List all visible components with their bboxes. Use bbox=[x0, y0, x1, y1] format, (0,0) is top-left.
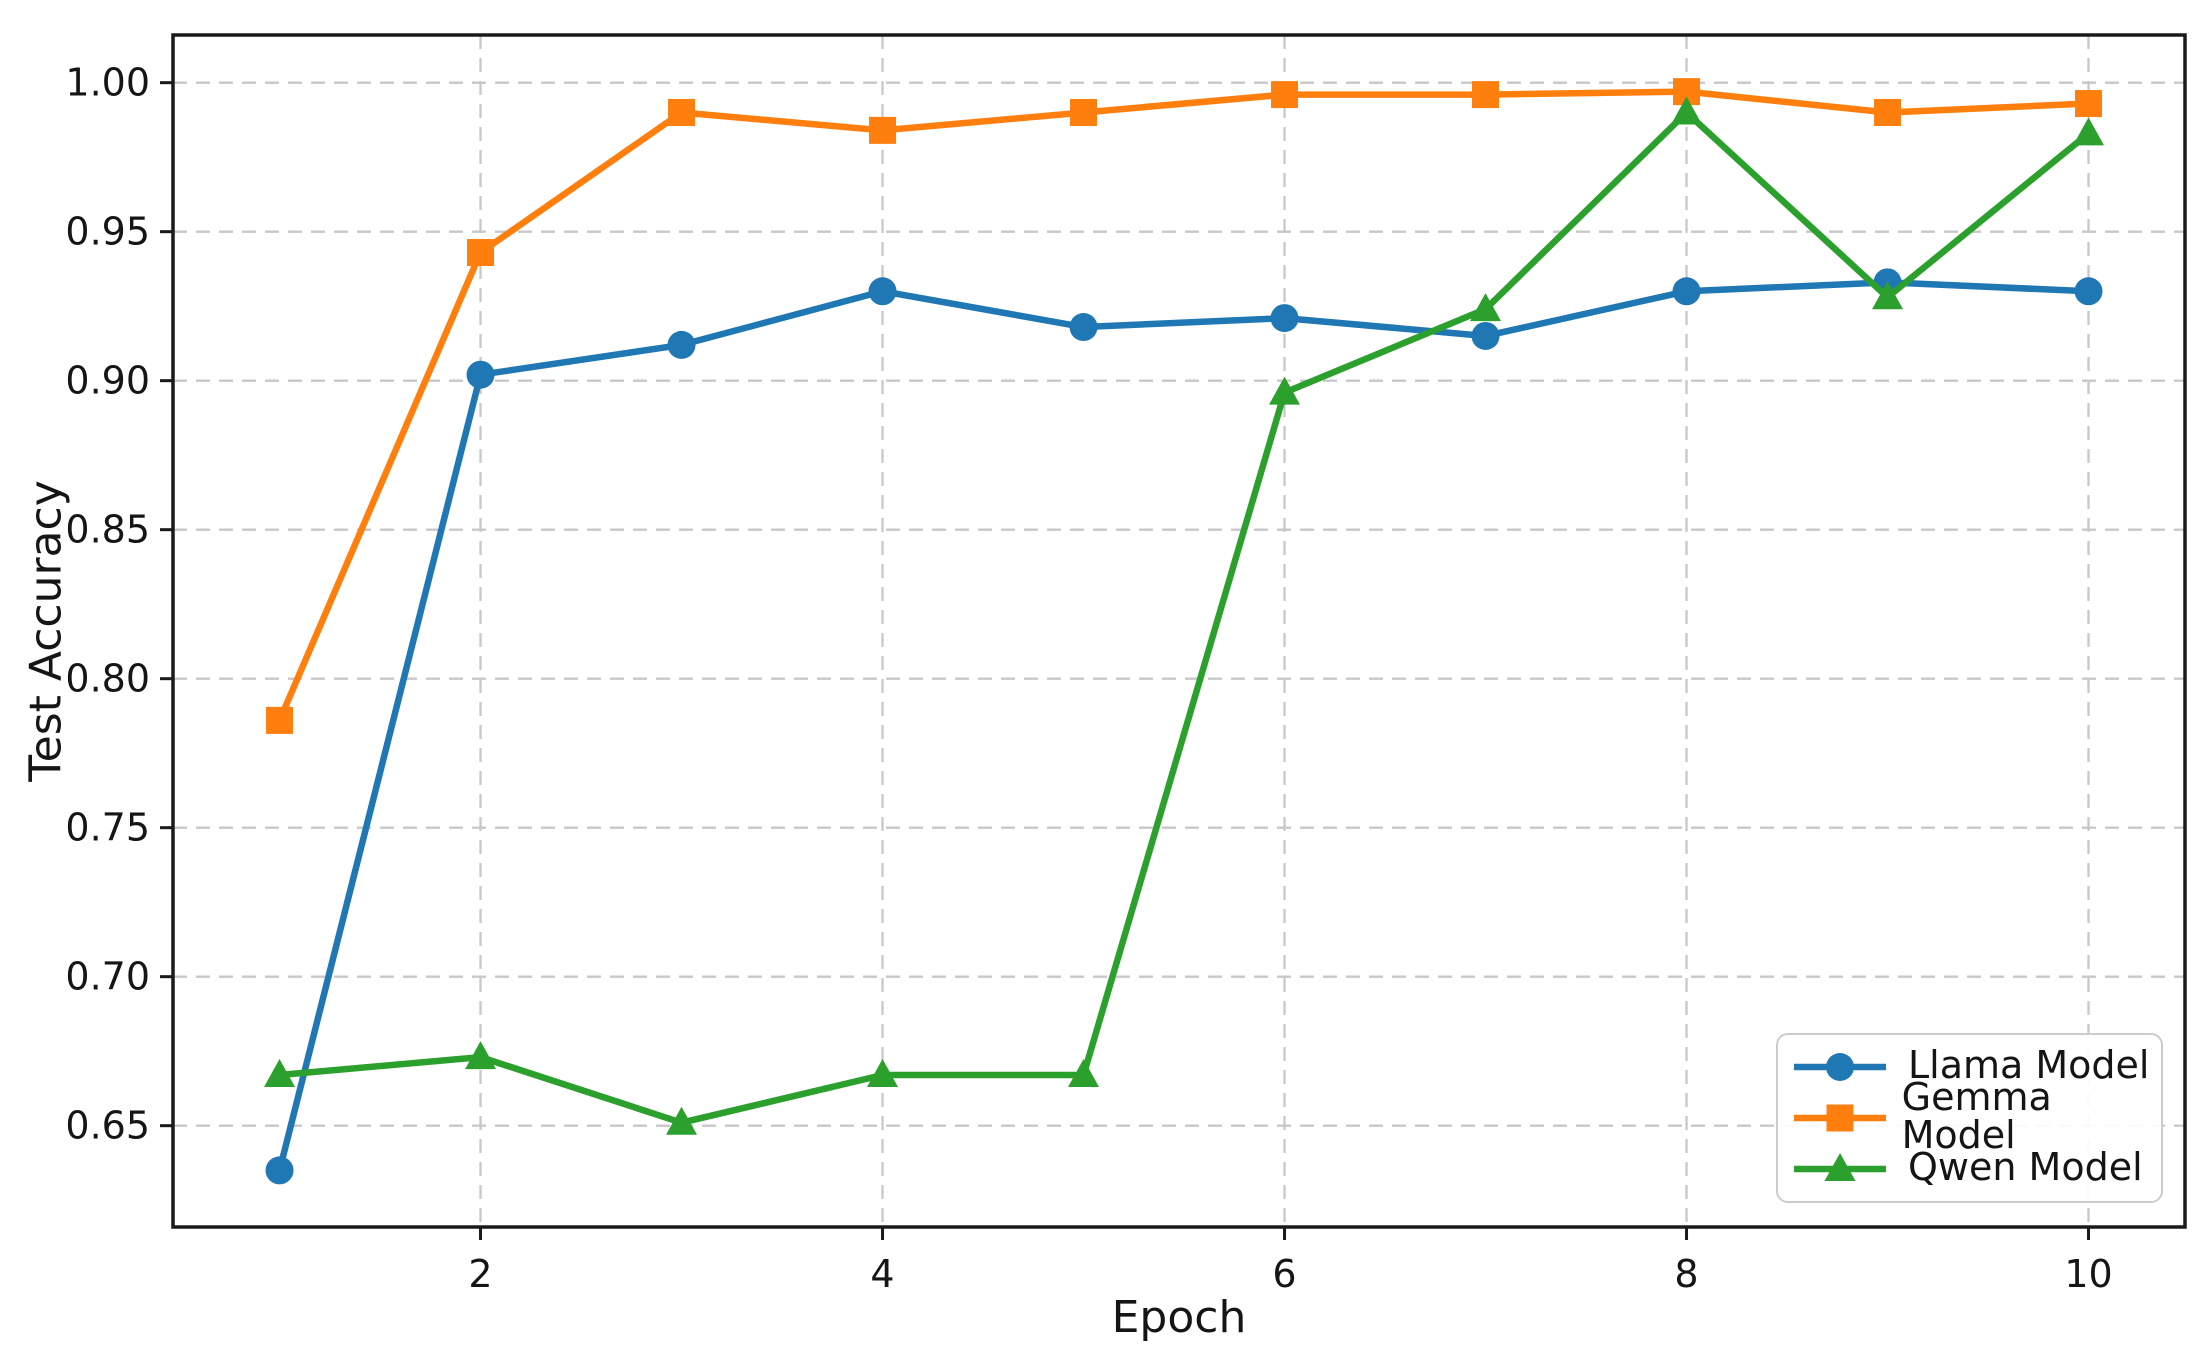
data-point-marker bbox=[1070, 98, 1098, 126]
x-tick-label: 8 bbox=[1674, 1252, 1698, 1296]
y-tick-label: 0.85 bbox=[65, 508, 150, 552]
y-tick-label: 1.00 bbox=[65, 61, 150, 105]
data-point-marker bbox=[2074, 277, 2103, 306]
data-point-marker bbox=[2073, 117, 2105, 146]
data-point-marker bbox=[668, 98, 696, 126]
data-point-marker bbox=[1672, 277, 1701, 306]
legend: Llama Model Gemma Model Qwen Model bbox=[1776, 1033, 2163, 1203]
data-point-marker bbox=[667, 330, 696, 359]
y-tick-label: 0.75 bbox=[65, 806, 150, 850]
data-point-marker bbox=[1269, 376, 1301, 405]
data-point-marker bbox=[1826, 1053, 1854, 1081]
data-point-marker bbox=[868, 277, 897, 306]
x-tick-label: 4 bbox=[870, 1252, 894, 1296]
data-point-marker bbox=[266, 706, 294, 734]
data-point-marker bbox=[1472, 81, 1500, 109]
data-point-marker bbox=[2075, 90, 2103, 118]
legend-item: Llama Model bbox=[1788, 1042, 2161, 1092]
data-point-marker bbox=[467, 239, 495, 267]
data-point-marker bbox=[1826, 1104, 1854, 1132]
data-point-marker bbox=[1872, 281, 1904, 310]
y-tick-label: 0.80 bbox=[65, 657, 150, 701]
data-point-marker bbox=[1874, 98, 1902, 126]
data-point-marker bbox=[1671, 96, 1703, 125]
data-point-marker bbox=[264, 1059, 296, 1088]
data-point-marker bbox=[466, 360, 495, 389]
data-point-marker bbox=[465, 1041, 497, 1070]
x-tick-label: 6 bbox=[1272, 1252, 1296, 1296]
x-tick-label: 10 bbox=[2064, 1252, 2112, 1296]
y-tick-label: 0.90 bbox=[65, 359, 150, 403]
series-line bbox=[276, 109, 2092, 1126]
data-point-marker bbox=[1470, 293, 1502, 322]
legend-label: Llama Model bbox=[1908, 1043, 2150, 1087]
legend-marker-gemma bbox=[1794, 1104, 1886, 1132]
plot-frame bbox=[171, 33, 2187, 1229]
data-point-marker bbox=[1270, 304, 1299, 333]
y-axis-label: Test Accuracy bbox=[20, 480, 72, 782]
x-axis-label: Epoch bbox=[1111, 1292, 1247, 1343]
legend-label: Gemma Model bbox=[1901, 1075, 2052, 1157]
data-point-marker bbox=[1069, 313, 1098, 342]
y-tick-label: 0.65 bbox=[65, 1104, 150, 1148]
data-point-marker bbox=[1471, 321, 1500, 350]
x-tick-label: 2 bbox=[468, 1252, 492, 1296]
data-point-marker bbox=[265, 1156, 294, 1185]
legend-item: Qwen Model bbox=[1788, 1144, 2161, 1194]
legend-marker-qwen bbox=[1794, 1153, 1886, 1181]
data-point-marker bbox=[1271, 81, 1299, 109]
data-point-marker bbox=[1824, 1153, 1856, 1181]
y-tick-label: 0.95 bbox=[65, 210, 150, 254]
data-point-marker bbox=[867, 1059, 899, 1088]
data-point-marker bbox=[869, 116, 897, 144]
series-line bbox=[276, 88, 2092, 724]
legend-label: Qwen Model bbox=[1908, 1145, 2143, 1189]
data-point-marker bbox=[1068, 1059, 1100, 1088]
legend-item: Gemma Model bbox=[1788, 1078, 2161, 1154]
data-point-marker bbox=[666, 1106, 698, 1135]
series-line bbox=[276, 279, 2092, 1174]
legend-marker-llama bbox=[1794, 1053, 1886, 1081]
y-tick-label: 0.70 bbox=[65, 955, 150, 999]
